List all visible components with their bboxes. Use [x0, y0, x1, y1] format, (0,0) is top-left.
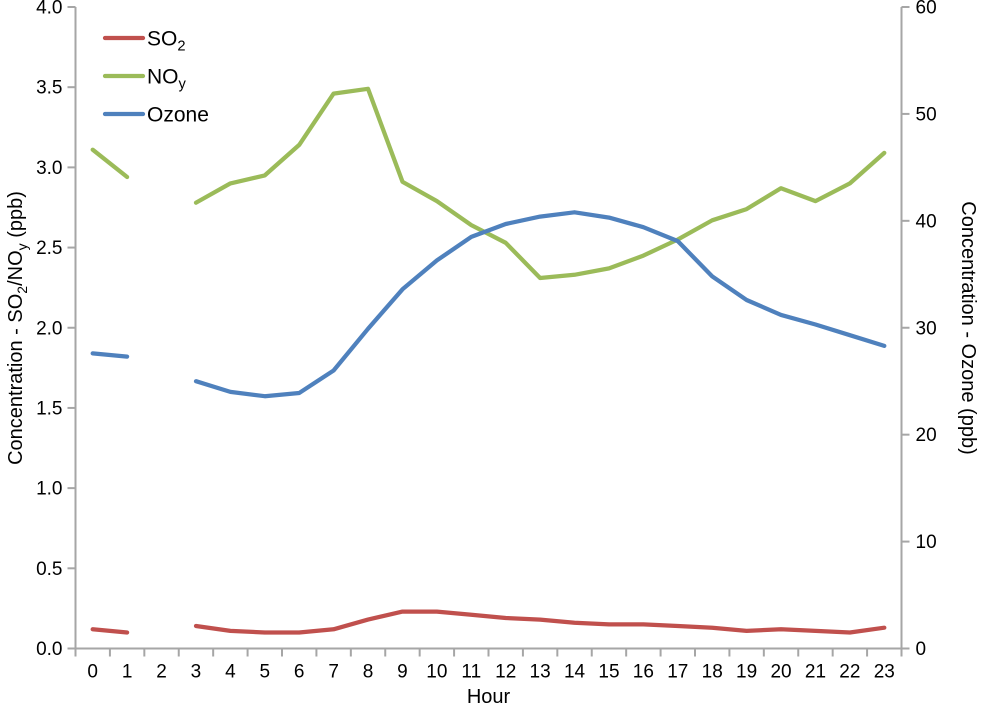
right-tick-label: 0: [916, 639, 927, 660]
left-tick-label: 1.5: [36, 398, 62, 419]
x-tick-label: 23: [874, 662, 895, 683]
x-tick-label: 13: [530, 662, 551, 683]
x-tick-label: 15: [598, 662, 619, 683]
x-tick-label: 1: [122, 662, 133, 683]
legend: SO2 NOy Ozone: [102, 28, 209, 127]
x-axis-title: Hour: [467, 686, 511, 708]
x-tick-label: 8: [363, 662, 374, 683]
x-tick-label: 10: [426, 662, 447, 683]
left-tick-label: 4.0: [36, 0, 62, 19]
x-tick-label: 9: [397, 662, 408, 683]
x-tick-label: 20: [770, 662, 791, 683]
so2-line: [90, 609, 887, 635]
right-tick-label: 20: [916, 425, 937, 446]
x-tick-label: 4: [225, 662, 236, 683]
x-tick-label: 19: [736, 662, 757, 683]
x-tick-label: 14: [564, 662, 586, 683]
x-tick-label: 3: [191, 662, 202, 683]
x-tick-label: 17: [667, 662, 688, 683]
right-tick-label: 40: [916, 211, 937, 232]
x-tick-label: 18: [702, 662, 723, 683]
x-tick-label: 22: [839, 662, 860, 683]
ozone-line: [90, 210, 887, 399]
x-tick-label: 11: [461, 662, 481, 683]
legend-item-ozone: Ozone: [102, 104, 209, 127]
left-axis-title: Concentration - SO2/NOy (ppb): [5, 191, 30, 465]
x-tick-label: 2: [156, 662, 167, 683]
legend-label-noy: NOy: [147, 66, 187, 93]
legend-item-noy: NOy: [102, 66, 187, 93]
right-tick-label: 10: [916, 532, 937, 553]
x-tick-label: 16: [633, 662, 654, 683]
right-tick-label: 60: [916, 0, 937, 19]
right-tick-label: 50: [916, 104, 937, 125]
legend-label-so2: SO2: [147, 28, 186, 55]
left-tick-label: 1.0: [36, 479, 62, 500]
left-tick-label: 3.5: [36, 78, 62, 99]
x-tick-label: 5: [260, 662, 271, 683]
x-tick-label: 7: [328, 662, 339, 683]
noy-line: [90, 86, 887, 281]
legend-item-so2: SO2: [102, 28, 186, 55]
left-tick-label: 2.5: [36, 238, 62, 259]
left-tick-label: 0.0: [36, 639, 62, 660]
x-tick-label: 0: [87, 662, 98, 683]
legend-label-ozone: Ozone: [147, 104, 209, 127]
x-tick-label: 6: [294, 662, 305, 683]
x-tick-label: 12: [495, 662, 516, 683]
left-tick-label: 3.0: [36, 158, 62, 179]
left-tick-label: 0.5: [36, 559, 62, 580]
left-tick-label: 2.0: [36, 318, 62, 339]
right-tick-label: 30: [916, 318, 937, 339]
x-tick-label: 21: [805, 662, 826, 683]
right-axis-title: Concentration - Ozone (ppb): [957, 201, 979, 454]
